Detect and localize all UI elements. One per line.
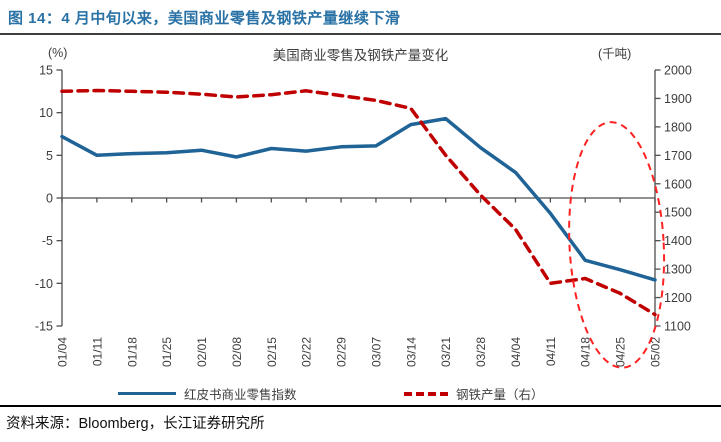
chart-canvas: 15 10 5 0 -5 -10 -15 2000 1900 1800 1700 1600 1500 14… bbox=[35, 64, 692, 369]
left-axis-unit-label: (%) bbox=[48, 46, 68, 60]
right-axis-tick-label: 1500 bbox=[664, 206, 692, 220]
x-axis-tick-label: 01/25 bbox=[160, 337, 174, 367]
left-axis-tick-label: 0 bbox=[46, 192, 53, 206]
left-axis-tick-label: 5 bbox=[46, 149, 53, 163]
legend-item-retail-index: 红皮书商业零售指数 bbox=[118, 384, 297, 403]
right-axis-tick-label: 1900 bbox=[664, 92, 692, 106]
left-axis-tick-label: 10 bbox=[39, 106, 53, 120]
x-axis-tick-label: 02/08 bbox=[230, 337, 244, 367]
right-axis-tick-label: 1700 bbox=[664, 149, 692, 163]
x-axis-tick-label: 04/04 bbox=[509, 337, 523, 367]
left-axis-tick-label: 15 bbox=[39, 64, 53, 78]
right-axis-tick-label: 1800 bbox=[664, 120, 692, 134]
right-axis-tick-label: 1400 bbox=[664, 234, 692, 248]
figure-title: 图 14：4 月中旬以来，美国商业零售及钢铁产量继续下滑 bbox=[8, 10, 401, 27]
x-axis-tick-label: 03/07 bbox=[369, 337, 383, 367]
highlight-ellipse-annotation bbox=[568, 121, 666, 369]
right-axis-tick-label: 1200 bbox=[664, 291, 692, 305]
footer-divider bbox=[0, 405, 721, 407]
left-axis-tick-label: -5 bbox=[42, 234, 53, 248]
right-axis-tick-label: 1300 bbox=[664, 263, 692, 277]
x-axis-tick-label: 03/14 bbox=[404, 337, 418, 367]
x-axis-tick-label: 02/15 bbox=[265, 337, 279, 367]
right-axis-unit-label: (千吨) bbox=[598, 47, 632, 61]
left-axis-tick-label: -15 bbox=[35, 320, 53, 334]
legend-label-retail-index: 红皮书商业零售指数 bbox=[184, 388, 297, 402]
retail-index-line bbox=[60, 116, 657, 282]
source-attribution: 资料来源：Bloomberg，长江证券研究所 bbox=[6, 416, 265, 432]
x-axis-tick-label: 04/25 bbox=[614, 337, 628, 367]
legend-label-steel-output: 钢铁产量（右） bbox=[456, 388, 544, 402]
x-axis-tick-label: 02/01 bbox=[195, 337, 209, 367]
x-axis-tick-label: 02/22 bbox=[300, 337, 314, 367]
chart-title: 美国商业零售及钢铁产量变化 bbox=[272, 48, 449, 63]
right-axis-tick-label: 1100 bbox=[664, 320, 691, 334]
x-axis-tick-label: 04/11 bbox=[544, 337, 558, 366]
x-axis-tick-label: 04/18 bbox=[579, 337, 593, 367]
legend-item-steel-output: 钢铁产量（右） bbox=[404, 384, 544, 403]
x-axis-tick-label: 05/02 bbox=[649, 337, 663, 367]
left-axis-tick-label: -10 bbox=[35, 277, 53, 291]
steel-output-line bbox=[60, 88, 657, 317]
title-divider bbox=[0, 33, 721, 35]
x-axis-tick-label: 02/29 bbox=[335, 337, 349, 367]
chart-legend: 红皮书商业零售指数 钢铁产量（右） bbox=[0, 384, 721, 402]
legend-line-sample-blue bbox=[118, 392, 176, 395]
x-axis-tick-label: 03/28 bbox=[474, 337, 488, 367]
right-axis-tick-label: 1600 bbox=[664, 177, 692, 191]
right-axis-tick-label: 2000 bbox=[664, 64, 692, 78]
x-axis-tick-label: 01/11 bbox=[90, 337, 104, 366]
legend-line-sample-red-dashed bbox=[404, 391, 448, 396]
x-axis-tick-label: 01/04 bbox=[56, 337, 70, 367]
x-axis-tick-label: 03/21 bbox=[439, 337, 453, 367]
x-axis-tick-label: 01/18 bbox=[125, 337, 139, 367]
